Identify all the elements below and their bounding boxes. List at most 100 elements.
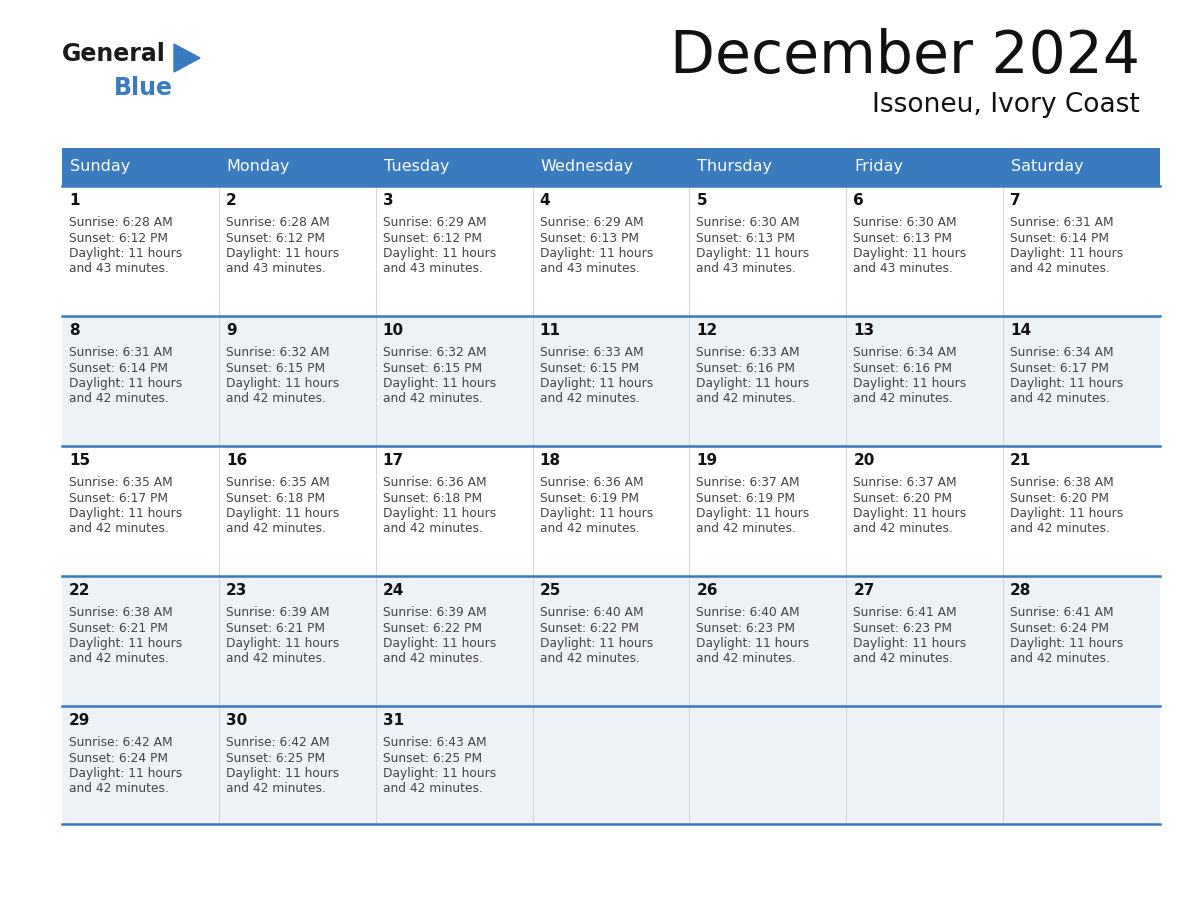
Text: Daylight: 11 hours: Daylight: 11 hours <box>383 767 495 780</box>
Text: Sunset: 6:20 PM: Sunset: 6:20 PM <box>1010 491 1110 505</box>
Bar <box>846 576 1003 706</box>
Text: 14: 14 <box>1010 323 1031 338</box>
Text: 17: 17 <box>383 453 404 468</box>
Text: Daylight: 11 hours: Daylight: 11 hours <box>1010 637 1124 650</box>
Text: Sunset: 6:15 PM: Sunset: 6:15 PM <box>226 362 326 375</box>
Text: Daylight: 11 hours: Daylight: 11 hours <box>696 247 810 260</box>
Text: Sunrise: 6:32 AM: Sunrise: 6:32 AM <box>226 346 329 359</box>
Text: 26: 26 <box>696 583 718 598</box>
Text: 19: 19 <box>696 453 718 468</box>
Text: Sunrise: 6:40 AM: Sunrise: 6:40 AM <box>696 606 800 619</box>
Bar <box>62 706 219 824</box>
Text: Sunset: 6:15 PM: Sunset: 6:15 PM <box>383 362 482 375</box>
Text: Daylight: 11 hours: Daylight: 11 hours <box>69 507 182 520</box>
Text: Daylight: 11 hours: Daylight: 11 hours <box>226 377 339 390</box>
Text: Sunset: 6:14 PM: Sunset: 6:14 PM <box>69 362 168 375</box>
Text: Sunrise: 6:36 AM: Sunrise: 6:36 AM <box>383 476 486 489</box>
Bar <box>62 148 219 186</box>
Bar <box>689 148 846 186</box>
Text: Sunset: 6:24 PM: Sunset: 6:24 PM <box>1010 621 1110 634</box>
Text: Sunset: 6:12 PM: Sunset: 6:12 PM <box>226 231 324 244</box>
Text: Daylight: 11 hours: Daylight: 11 hours <box>383 507 495 520</box>
Text: Sunset: 6:13 PM: Sunset: 6:13 PM <box>853 231 953 244</box>
Bar <box>689 706 846 824</box>
Bar <box>846 706 1003 824</box>
Text: 12: 12 <box>696 323 718 338</box>
Bar <box>375 316 532 446</box>
Text: Sunset: 6:23 PM: Sunset: 6:23 PM <box>696 621 796 634</box>
Text: General: General <box>62 42 166 66</box>
Text: 16: 16 <box>226 453 247 468</box>
Text: 11: 11 <box>539 323 561 338</box>
Text: 18: 18 <box>539 453 561 468</box>
Text: Sunrise: 6:29 AM: Sunrise: 6:29 AM <box>383 216 486 229</box>
Text: and 42 minutes.: and 42 minutes. <box>1010 522 1110 535</box>
Text: Daylight: 11 hours: Daylight: 11 hours <box>539 507 653 520</box>
Bar <box>532 446 689 576</box>
Text: Sunrise: 6:41 AM: Sunrise: 6:41 AM <box>1010 606 1114 619</box>
Text: Issoneu, Ivory Coast: Issoneu, Ivory Coast <box>872 92 1140 118</box>
Text: Daylight: 11 hours: Daylight: 11 hours <box>69 247 182 260</box>
Text: Daylight: 11 hours: Daylight: 11 hours <box>696 637 810 650</box>
Bar <box>532 316 689 446</box>
Bar <box>1003 576 1159 706</box>
Text: and 42 minutes.: and 42 minutes. <box>696 522 796 535</box>
Text: 4: 4 <box>539 193 550 208</box>
Text: Sunset: 6:22 PM: Sunset: 6:22 PM <box>383 621 481 634</box>
Text: 5: 5 <box>696 193 707 208</box>
Text: Sunset: 6:19 PM: Sunset: 6:19 PM <box>539 491 639 505</box>
Text: 21: 21 <box>1010 453 1031 468</box>
Text: Daylight: 11 hours: Daylight: 11 hours <box>383 637 495 650</box>
Text: and 42 minutes.: and 42 minutes. <box>383 393 482 406</box>
Text: 31: 31 <box>383 713 404 728</box>
Bar <box>219 148 375 186</box>
Bar <box>689 446 846 576</box>
Text: 27: 27 <box>853 583 874 598</box>
Text: and 42 minutes.: and 42 minutes. <box>853 653 953 666</box>
Text: Daylight: 11 hours: Daylight: 11 hours <box>383 377 495 390</box>
Bar <box>532 186 689 316</box>
Bar <box>1003 706 1159 824</box>
Text: Daylight: 11 hours: Daylight: 11 hours <box>1010 377 1124 390</box>
Text: Sunset: 6:14 PM: Sunset: 6:14 PM <box>1010 231 1110 244</box>
Text: and 42 minutes.: and 42 minutes. <box>539 653 639 666</box>
Text: Daylight: 11 hours: Daylight: 11 hours <box>853 377 967 390</box>
Text: Sunset: 6:25 PM: Sunset: 6:25 PM <box>383 752 482 765</box>
Text: 15: 15 <box>69 453 90 468</box>
Text: Sunset: 6:18 PM: Sunset: 6:18 PM <box>226 491 326 505</box>
Text: Daylight: 11 hours: Daylight: 11 hours <box>696 377 810 390</box>
Text: Sunrise: 6:30 AM: Sunrise: 6:30 AM <box>853 216 956 229</box>
Text: and 42 minutes.: and 42 minutes. <box>853 393 953 406</box>
Text: Sunset: 6:21 PM: Sunset: 6:21 PM <box>226 621 324 634</box>
Text: 29: 29 <box>69 713 90 728</box>
Bar <box>689 186 846 316</box>
Text: 8: 8 <box>69 323 80 338</box>
Text: 24: 24 <box>383 583 404 598</box>
Text: and 42 minutes.: and 42 minutes. <box>383 782 482 796</box>
Text: and 42 minutes.: and 42 minutes. <box>853 522 953 535</box>
Text: Daylight: 11 hours: Daylight: 11 hours <box>696 507 810 520</box>
Text: Sunrise: 6:31 AM: Sunrise: 6:31 AM <box>1010 216 1114 229</box>
Text: Daylight: 11 hours: Daylight: 11 hours <box>1010 247 1124 260</box>
Text: 9: 9 <box>226 323 236 338</box>
Bar <box>689 316 846 446</box>
Text: Friday: Friday <box>854 160 903 174</box>
Text: Daylight: 11 hours: Daylight: 11 hours <box>539 637 653 650</box>
Polygon shape <box>173 44 200 72</box>
Text: 3: 3 <box>383 193 393 208</box>
Bar <box>532 148 689 186</box>
Text: Daylight: 11 hours: Daylight: 11 hours <box>853 247 967 260</box>
Text: Sunset: 6:12 PM: Sunset: 6:12 PM <box>383 231 481 244</box>
Text: Sunrise: 6:31 AM: Sunrise: 6:31 AM <box>69 346 172 359</box>
Text: Sunrise: 6:34 AM: Sunrise: 6:34 AM <box>853 346 956 359</box>
Bar <box>219 446 375 576</box>
Bar <box>62 576 219 706</box>
Text: Daylight: 11 hours: Daylight: 11 hours <box>1010 507 1124 520</box>
Text: Sunrise: 6:37 AM: Sunrise: 6:37 AM <box>853 476 956 489</box>
Text: Daylight: 11 hours: Daylight: 11 hours <box>539 247 653 260</box>
Text: Daylight: 11 hours: Daylight: 11 hours <box>226 247 339 260</box>
Text: Sunrise: 6:36 AM: Sunrise: 6:36 AM <box>539 476 643 489</box>
Text: and 42 minutes.: and 42 minutes. <box>383 522 482 535</box>
Text: 1: 1 <box>69 193 80 208</box>
Bar <box>1003 446 1159 576</box>
